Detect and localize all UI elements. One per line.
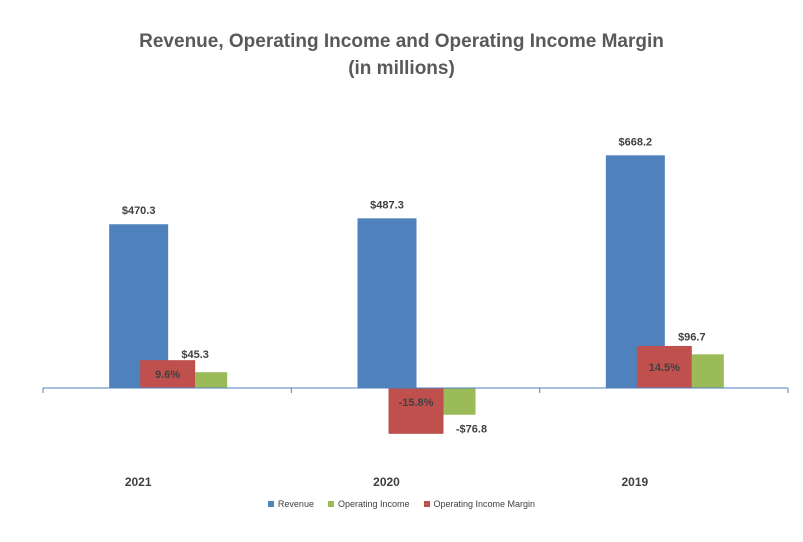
bar-operating-income-margin-2021 <box>140 360 196 388</box>
label-revenue-2020: $487.3 <box>370 199 404 211</box>
label-operating-income-margin-2020: -15.8% <box>399 397 434 409</box>
label-revenue-2019: $668.2 <box>619 136 653 148</box>
legend-label-revenue: Revenue <box>277 499 314 509</box>
bar-revenue-2020 <box>357 218 417 388</box>
bar-operating-income-2021 <box>195 372 228 388</box>
bar-operating-income-margin-2019 <box>636 345 692 388</box>
label-operating-income-margin-2019: 14.5% <box>649 362 680 374</box>
legend-swatch-operating-income <box>327 501 334 507</box>
legend-swatch-operating-income-margin <box>423 501 430 507</box>
legend-label-operating-income-margin: Operating Income Margin <box>433 499 536 509</box>
legend-swatch-revenue <box>267 501 274 507</box>
legend-item-revenue: Revenue <box>267 499 314 509</box>
bar-operating-income-2020 <box>443 388 476 415</box>
chart-title: Revenue, Operating Income and Operating … <box>0 28 803 82</box>
x-tick-label-2021: 2021 <box>125 475 152 489</box>
label-operating-income-margin-2021: 9.6% <box>155 369 180 381</box>
label-operating-income-2020: -$76.8 <box>456 424 487 436</box>
bar-operating-income-2019 <box>691 354 724 388</box>
legend-label-operating-income: Operating Income <box>337 499 410 509</box>
x-tick-label-2019: 2019 <box>621 475 648 489</box>
x-tick-label-2020: 2020 <box>373 475 400 489</box>
chart-legend: Revenue Operating Income Operating Incom… <box>0 499 803 509</box>
legend-item-operating-income: Operating Income <box>327 499 410 509</box>
chart-title-line1: Revenue, Operating Income and Operating … <box>139 31 664 52</box>
chart-title-line2: (in millions) <box>348 58 455 79</box>
label-operating-income-2021: $45.3 <box>181 349 209 361</box>
legend-item-operating-income-margin: Operating Income Margin <box>423 499 536 509</box>
label-operating-income-2019: $96.7 <box>678 331 706 343</box>
bar-operating-income-margin-2020 <box>388 388 444 434</box>
label-revenue-2021: $470.3 <box>122 205 156 217</box>
